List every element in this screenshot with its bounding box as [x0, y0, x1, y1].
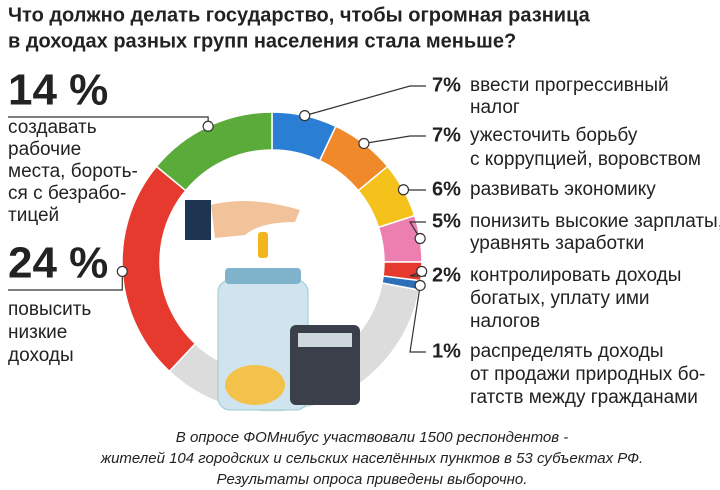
value-label: 1% — [432, 340, 461, 362]
value-label: 7% — [432, 124, 461, 146]
chart-title: Что должно делать государство, чтобы огр… — [8, 4, 591, 26]
category-label: от продажи природных бо- — [470, 364, 705, 385]
category-label: богатых, уплату ими — [470, 288, 650, 309]
leader-line — [8, 271, 123, 291]
category-label: создавать — [8, 117, 97, 138]
category-label: тицей — [8, 205, 59, 226]
leader-dot — [397, 184, 410, 196]
category-label: развивать экономику — [470, 179, 656, 200]
leader-line — [409, 285, 426, 353]
donut-segment — [155, 111, 273, 192]
chart-title: в доходах разных групп населения стала м… — [8, 30, 516, 52]
value-label: 7% — [432, 74, 461, 96]
category-label: налог — [470, 97, 520, 118]
category-label: гатств между гражданами — [470, 387, 698, 408]
category-label: понизить высокие зарплаты, — [470, 211, 720, 232]
category-label: ужесточить борьбу — [470, 125, 638, 146]
coin — [258, 232, 268, 258]
category-label: ся с безрабо- — [8, 183, 126, 204]
leader-dot — [414, 279, 426, 292]
category-label: уравнять заработки — [470, 233, 644, 254]
category-label: низкие — [8, 322, 67, 343]
category-label: с коррупцией, воровством — [470, 149, 701, 170]
category-label: контролировать доходы — [470, 265, 681, 286]
leader-line — [363, 135, 426, 145]
footnote: жителей 104 городских и сельских населён… — [100, 450, 643, 467]
category-label: распределять доходы — [470, 341, 664, 362]
value-label: 2% — [432, 264, 461, 286]
category-label: налогов — [470, 311, 540, 332]
donut-segment — [121, 165, 197, 373]
value-label: 5% — [432, 210, 461, 232]
leader-dot — [416, 265, 428, 278]
category-label: рабочие — [8, 139, 81, 160]
value-label: 14 % — [8, 66, 108, 115]
leader-dot — [202, 120, 214, 132]
value-label: 6% — [432, 178, 461, 200]
value-label: 24 % — [8, 239, 108, 288]
sleeve — [185, 200, 211, 240]
calculator-screen — [298, 333, 352, 347]
jar-lid — [225, 268, 301, 284]
leader-dot — [116, 265, 128, 278]
leader-line — [408, 221, 426, 239]
category-label: места, бороть- — [8, 161, 138, 182]
category-label: повысить — [8, 299, 91, 320]
category-label: ввести прогрессивный — [470, 75, 669, 96]
category-label: доходы — [8, 345, 74, 366]
leader-dot — [299, 110, 311, 122]
leader-line — [304, 85, 426, 117]
leader-dot — [358, 137, 370, 150]
hand — [211, 201, 300, 238]
leader-dot — [414, 232, 426, 245]
illustration — [185, 200, 360, 411]
footnote: В опросе ФОМнибус участвовали 1500 респо… — [176, 429, 568, 446]
footnote: Результаты опроса приведены выборочно. — [217, 471, 528, 488]
coins — [225, 365, 285, 405]
